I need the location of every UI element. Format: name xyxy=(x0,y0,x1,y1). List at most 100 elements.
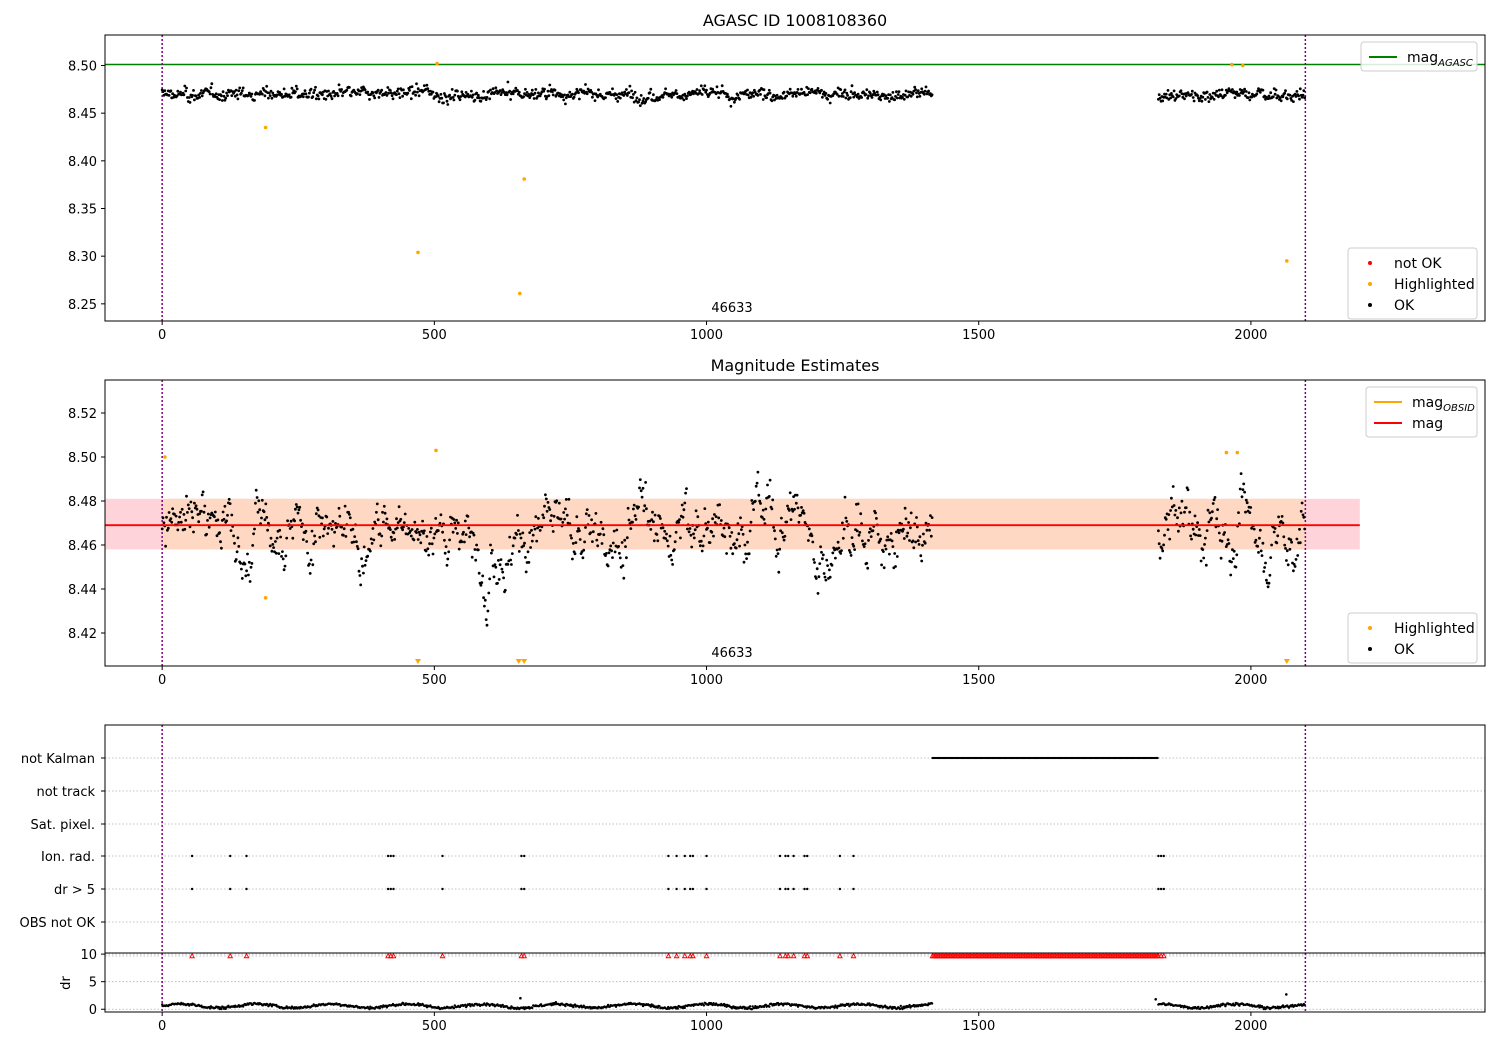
ok-point xyxy=(611,556,614,559)
agasc-legend-top: magAGASC xyxy=(1360,41,1478,72)
ok-point xyxy=(625,94,629,97)
ok-point xyxy=(229,529,233,532)
ok-point xyxy=(249,95,253,98)
ok-point xyxy=(537,517,540,520)
ok-point xyxy=(585,92,589,96)
ok-point xyxy=(282,87,286,91)
ok-point xyxy=(417,94,421,98)
ok-point xyxy=(308,91,311,95)
ok-point xyxy=(534,88,538,91)
ok-point xyxy=(786,504,789,508)
ok-point xyxy=(802,91,806,94)
ok-point xyxy=(590,90,593,94)
ok-point xyxy=(758,88,762,92)
ok-point xyxy=(467,526,471,530)
ok-point xyxy=(1208,93,1212,96)
ok-point xyxy=(1177,506,1181,510)
ok-point xyxy=(503,588,507,592)
out-of-range-marker xyxy=(415,659,422,664)
ok-point xyxy=(634,518,638,521)
ok-point xyxy=(304,529,308,533)
ok-point xyxy=(598,532,602,536)
ok-point xyxy=(166,528,169,532)
ok-point xyxy=(652,93,655,97)
dr-point xyxy=(539,1003,543,1006)
flagged-marker xyxy=(518,952,525,959)
ok-point xyxy=(1267,581,1271,585)
ok-point xyxy=(1244,510,1247,514)
ok-point xyxy=(733,100,736,104)
ok-point xyxy=(460,540,464,544)
ok-point xyxy=(640,101,644,105)
ok-point xyxy=(902,527,905,531)
ok-point xyxy=(163,89,167,92)
ok-point xyxy=(494,86,498,90)
ok-point xyxy=(1259,549,1263,553)
ok-point xyxy=(544,497,548,501)
dr-point xyxy=(1232,1002,1235,1005)
ok-point xyxy=(783,534,787,538)
ok-point xyxy=(343,504,347,508)
ok-point xyxy=(815,567,819,571)
ok-point xyxy=(486,609,490,613)
ok-point xyxy=(218,98,222,101)
ok-point xyxy=(818,562,822,565)
highlighted-point xyxy=(416,250,420,255)
ok-point xyxy=(922,532,925,536)
ok-point xyxy=(481,574,485,578)
ok-point xyxy=(521,531,525,535)
ok-point xyxy=(326,532,330,535)
ok-point xyxy=(642,509,646,513)
ok-point xyxy=(867,94,870,98)
ok-point xyxy=(236,536,240,540)
dr-point xyxy=(554,1001,558,1004)
ok-point xyxy=(395,89,399,93)
ion-rad-point xyxy=(520,854,523,858)
ok-point xyxy=(879,98,883,102)
ok-point xyxy=(916,89,920,92)
ok-point xyxy=(768,478,772,482)
ok-point xyxy=(1202,556,1206,560)
ok-point xyxy=(1163,533,1166,537)
ok-point xyxy=(1235,90,1239,94)
ok-point xyxy=(766,483,769,487)
ok-point xyxy=(409,97,413,101)
ok-point xyxy=(1176,516,1179,520)
ok-point xyxy=(699,84,703,88)
ok-point xyxy=(578,97,581,101)
ok-point xyxy=(314,512,318,516)
flags-category-labels: not Kalman not track Sat. pixel. Ion. rad. d… xyxy=(20,752,105,931)
ok-point xyxy=(890,96,894,99)
ok-point xyxy=(880,563,883,567)
ok-point xyxy=(1285,97,1289,101)
legend-frame xyxy=(1360,41,1478,72)
ok-point xyxy=(1261,88,1265,92)
ok-point xyxy=(489,543,492,547)
ok-point xyxy=(846,94,849,97)
ok-point xyxy=(763,522,767,525)
ok-point xyxy=(569,534,573,537)
ok-point xyxy=(1244,90,1248,93)
ok-point xyxy=(1244,94,1247,98)
ok-point xyxy=(673,540,677,544)
ok-point xyxy=(789,518,793,521)
ok-point xyxy=(600,542,604,545)
ok-point xyxy=(506,563,510,566)
ok-point xyxy=(627,518,631,522)
ok-point xyxy=(586,87,590,91)
ok-point xyxy=(706,526,709,530)
ok-point xyxy=(1174,509,1178,512)
ok-point xyxy=(283,94,287,98)
ok-point xyxy=(1280,515,1284,518)
ok-point xyxy=(577,91,580,95)
ok-point xyxy=(454,527,458,530)
ok-point xyxy=(362,571,365,575)
ok-point xyxy=(601,527,605,531)
ok-point xyxy=(642,97,646,100)
ok-point xyxy=(1177,529,1180,533)
ok-point xyxy=(422,529,426,533)
ok-point xyxy=(674,89,678,92)
ok-point xyxy=(909,511,913,515)
ok-point xyxy=(779,529,782,533)
